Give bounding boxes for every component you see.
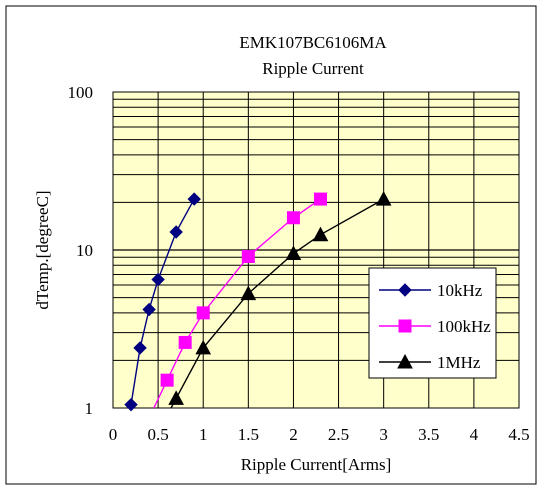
data-point (124, 397, 138, 412)
legend-item: 1MHz (379, 353, 481, 372)
chart-title: EMK107BC6106MA (239, 33, 387, 52)
data-point (314, 192, 328, 206)
series-2 (168, 191, 392, 409)
y-tick-label: 1 (85, 399, 94, 418)
plot-border (112, 91, 520, 409)
data-point (178, 335, 192, 349)
legend-label: 100kHz (437, 317, 491, 336)
x-tick-label: 1.5 (238, 425, 259, 444)
data-point (169, 225, 183, 239)
x-axis-ticks: 0 0.5 1 1.5 2 2.5 3 3.5 4 4.5 (109, 425, 530, 444)
x-tick-label: 4.5 (508, 425, 529, 444)
data-point (142, 302, 156, 317)
x-tick-label: 3 (379, 425, 388, 444)
x-tick-label: 2.5 (328, 425, 349, 444)
legend-item: 10kHz (379, 281, 483, 300)
y-axis-ticks: 1 10 100 (68, 83, 94, 418)
legend: 10kHz 100kHz 1MHz (368, 267, 497, 379)
data-point (241, 249, 255, 263)
data-point (286, 211, 300, 225)
legend-label: 1MHz (437, 353, 481, 372)
data-point (196, 306, 210, 320)
legend-marker (398, 283, 412, 297)
data-point (133, 341, 147, 355)
legend-item: 100kHz (379, 317, 491, 336)
y-tick-label: 10 (76, 241, 93, 260)
x-tick-label: 2 (289, 425, 298, 444)
x-tick-label: 1 (199, 425, 208, 444)
data-point (312, 226, 329, 242)
data-point (285, 245, 302, 261)
legend-box (368, 267, 497, 379)
series-0 (124, 192, 201, 412)
y-axis-label: dTemp.[degreeC] (33, 190, 52, 309)
data-point (240, 285, 257, 301)
series-1 (153, 192, 328, 409)
data-point (160, 373, 174, 387)
data-point (375, 191, 392, 206)
x-tick-label: 0 (109, 425, 118, 444)
data-point (187, 192, 201, 206)
legend-label: 10kHz (437, 281, 483, 300)
legend-marker (397, 353, 413, 369)
x-tick-label: 4 (470, 425, 479, 444)
legend-marker (398, 319, 412, 333)
data-point (168, 390, 184, 405)
y-tick-label: 100 (68, 83, 94, 102)
series (124, 191, 392, 412)
grid (113, 92, 519, 408)
x-tick-label: 3.5 (418, 425, 439, 444)
x-axis-label: Ripple Current[Arms] (241, 455, 392, 474)
data-point (195, 339, 212, 355)
data-point (151, 272, 165, 287)
chart-subtitle: Ripple Current (262, 59, 364, 78)
x-tick-label: 0.5 (147, 425, 168, 444)
